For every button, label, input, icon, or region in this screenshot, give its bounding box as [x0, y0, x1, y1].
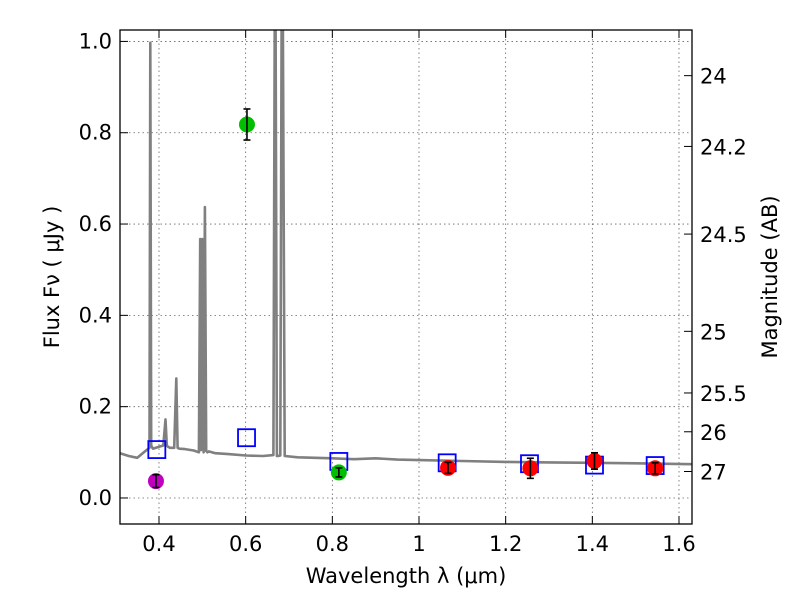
x-tick-label: 1: [412, 532, 425, 556]
tick-layer: 0.4 0.6 0.8 1 1.2 1.4 1.6 0.0 0.2 0.4 0.6 0.8 1.0 24 2…: [79, 29, 747, 556]
x-tick-label: 0.4: [142, 532, 175, 556]
x-tick-label: 1.6: [662, 532, 695, 556]
right-tick-label: 24.2: [700, 135, 747, 159]
y-tick-label: 0.2: [79, 395, 112, 419]
spectrum-layer: [120, 30, 692, 466]
x-tick-label: 0.8: [316, 532, 349, 556]
right-tick-label: 27: [700, 460, 727, 484]
grid-layer: [120, 30, 692, 524]
x-tick-label: 1.4: [576, 532, 609, 556]
y-tick-label: 0.0: [79, 486, 112, 510]
right-tick-label: 24: [700, 65, 727, 89]
right-axis-title: Magnitude (AB): [758, 195, 782, 358]
model-spectrum-line: [120, 30, 692, 466]
y-tick-label: 0.8: [79, 121, 112, 145]
right-tick-label: 24.5: [700, 223, 747, 247]
y-tick-label: 0.6: [79, 212, 112, 236]
x-tick-label: 1.2: [489, 532, 522, 556]
x-tick-label: 0.6: [229, 532, 262, 556]
y-tick-label: 0.4: [79, 303, 112, 327]
right-tick-label: 25: [700, 320, 727, 344]
observations-layer: [147, 108, 664, 490]
model-photometry-layer: [147, 428, 665, 475]
x-axis-title: Wavelength λ (μm): [306, 564, 507, 588]
plot-frame: [119, 29, 693, 525]
y-tick-label: 1.0: [79, 29, 112, 53]
model-flux-square: [237, 428, 256, 448]
right-tick-label: 25.5: [700, 382, 747, 406]
right-tick-label: 26: [700, 421, 727, 445]
y-axis-title: Flux Fν ( μJy ): [40, 206, 64, 349]
model-flux-square: [147, 440, 167, 459]
